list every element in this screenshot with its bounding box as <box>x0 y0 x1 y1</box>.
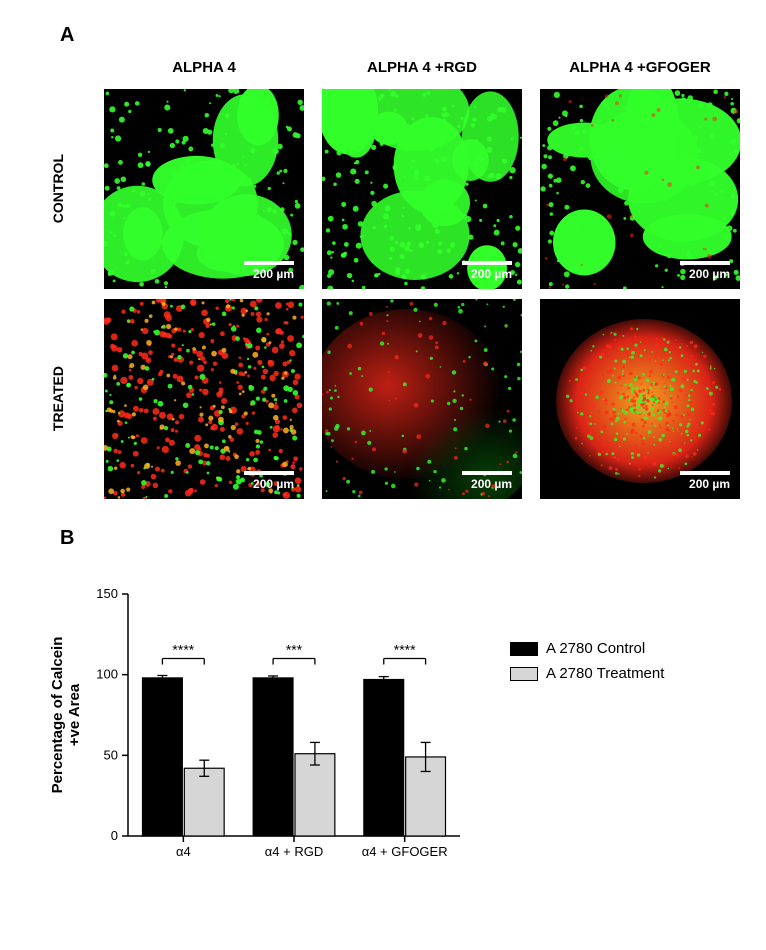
scalebar: 200 µm <box>462 471 512 491</box>
svg-text:α4 + GFOGER: α4 + GFOGER <box>362 844 448 859</box>
micrograph-control-a4rgd: 200 µm <box>322 89 522 289</box>
svg-text:α4: α4 <box>176 844 191 859</box>
svg-text:0: 0 <box>111 828 118 843</box>
legend-item-treatment: A 2780 Treatment <box>510 665 664 682</box>
svg-text:100: 100 <box>96 667 118 682</box>
svg-text:***: *** <box>286 642 303 658</box>
legend: A 2780 Control A 2780 Treatment <box>510 640 664 690</box>
row-header-treated: TREATED <box>50 366 86 431</box>
bar-chart: 0 50 100 150 Percentage of Calcein+ve Area α4… <box>50 580 470 880</box>
scalebar: 200 µm <box>680 471 730 491</box>
col-header-2: ALPHA 4 +RGD <box>322 59 522 76</box>
svg-text:****: **** <box>394 642 416 658</box>
figure: A ALPHA 4 ALPHA 4 +RGD ALPHA 4 +GFOGER C… <box>20 24 746 880</box>
panel-b: 0 50 100 150 Percentage of Calcein+ve Area α4… <box>50 580 746 880</box>
col-header-1: ALPHA 4 <box>104 59 304 76</box>
scalebar: 200 µm <box>244 261 294 281</box>
micrograph-control-a4gfoger: 200 µm <box>540 89 740 289</box>
col-header-3: ALPHA 4 +GFOGER <box>540 59 740 76</box>
panel-a-letter: A <box>60 24 746 47</box>
legend-label: A 2780 Control <box>546 640 645 657</box>
svg-text:50: 50 <box>104 747 118 762</box>
micrograph-control-a4: 200 µm <box>104 89 304 289</box>
micrograph-treated-a4gfoger: 200 µm <box>540 299 740 499</box>
legend-label: A 2780 Treatment <box>546 665 664 682</box>
scalebar: 200 µm <box>680 261 730 281</box>
legend-swatch <box>510 667 538 681</box>
legend-item-control: A 2780 Control <box>510 640 664 657</box>
micrograph-treated-a4: 200 µm <box>104 299 304 499</box>
scalebar: 200 µm <box>244 471 294 491</box>
svg-text:150: 150 <box>96 586 118 601</box>
svg-text:α4 + RGD: α4 + RGD <box>265 844 323 859</box>
svg-text:****: **** <box>172 642 194 658</box>
scalebar: 200 µm <box>462 261 512 281</box>
micrograph-treated-a4rgd: 200 µm <box>322 299 522 499</box>
row-header-control: CONTROL <box>50 154 86 223</box>
legend-swatch <box>510 642 538 656</box>
panel-a-grid: ALPHA 4 ALPHA 4 +RGD ALPHA 4 +GFOGER CON… <box>50 55 746 499</box>
panel-b-letter: B <box>60 527 746 550</box>
svg-text:Percentage of Calcein+ve Area: Percentage of Calcein+ve Area <box>50 637 83 794</box>
